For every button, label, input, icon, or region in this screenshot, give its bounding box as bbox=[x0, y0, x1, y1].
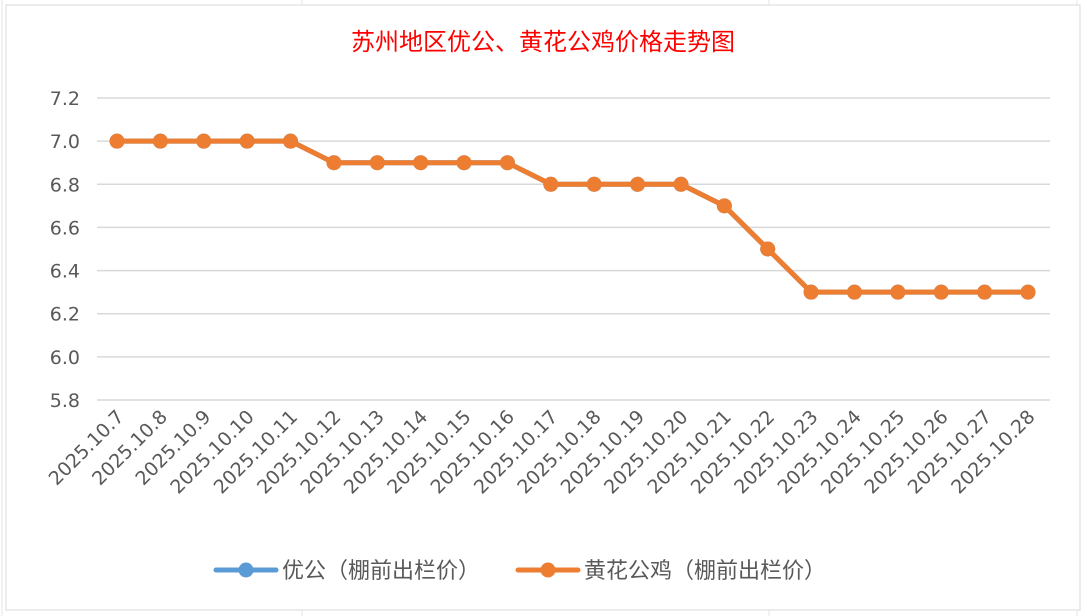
y-tick-label: 6.8 bbox=[50, 174, 80, 196]
data-point bbox=[630, 176, 646, 192]
data-point bbox=[109, 133, 125, 149]
data-point bbox=[499, 155, 515, 171]
data-point bbox=[673, 176, 689, 192]
data-point bbox=[283, 133, 299, 149]
data-point bbox=[239, 133, 255, 149]
chart-area bbox=[5, 4, 1081, 611]
data-point bbox=[369, 155, 385, 171]
legend-marker bbox=[540, 562, 556, 578]
data-point bbox=[196, 133, 212, 149]
data-point bbox=[413, 155, 429, 171]
legend: 优公（棚前出栏价） 黄花公鸡（棚前出栏价） bbox=[213, 559, 826, 584]
data-point bbox=[933, 284, 949, 300]
y-tick-label: 5.8 bbox=[50, 390, 80, 412]
data-point bbox=[890, 284, 906, 300]
y-tick-label: 7.2 bbox=[50, 88, 80, 110]
y-tick-label: 6.4 bbox=[50, 261, 80, 283]
data-point bbox=[543, 176, 559, 192]
data-point bbox=[326, 155, 342, 171]
series-1 bbox=[109, 133, 1036, 300]
legend-item: 黄花公鸡（棚前出栏价） bbox=[515, 559, 826, 584]
y-axis: 5.8 6.0 6.2 6.4 6.6 6.8 7.0 7.2 bbox=[50, 88, 80, 412]
y-tick-label: 6.6 bbox=[50, 217, 80, 239]
data-point bbox=[152, 133, 168, 149]
y-tick-label: 6.2 bbox=[50, 304, 80, 326]
data-point bbox=[803, 284, 819, 300]
legend-label: 优公（棚前出栏价） bbox=[282, 559, 480, 584]
series-layer bbox=[109, 133, 1036, 300]
y-tick-label: 7.0 bbox=[50, 131, 80, 153]
y-tick-label: 6.0 bbox=[50, 347, 80, 369]
legend-marker bbox=[238, 562, 254, 578]
data-point bbox=[456, 155, 472, 171]
series-line bbox=[117, 138, 1028, 295]
chart-title: 苏州地区优公、黄花公鸡价格走势图 bbox=[351, 28, 735, 56]
data-point bbox=[977, 284, 993, 300]
data-point bbox=[846, 284, 862, 300]
legend-item: 优公（棚前出栏价） bbox=[213, 559, 480, 584]
legend-label: 黄花公鸡（棚前出栏价） bbox=[584, 559, 826, 584]
data-point bbox=[1020, 284, 1036, 300]
data-point bbox=[716, 198, 732, 214]
data-point bbox=[760, 241, 776, 257]
data-point bbox=[586, 176, 602, 192]
